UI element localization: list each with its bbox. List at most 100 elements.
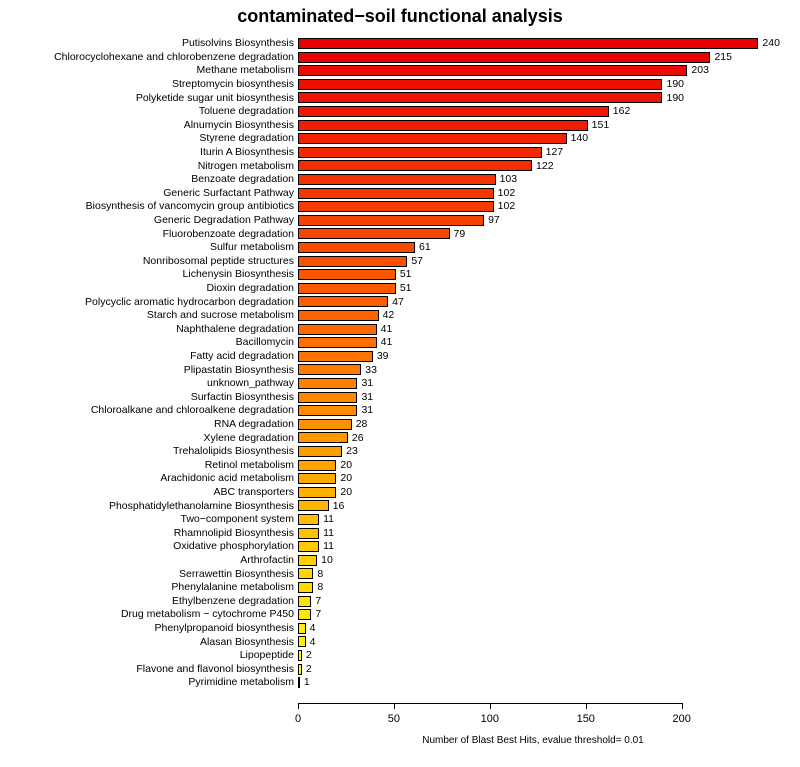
value-label: 11 <box>323 541 334 552</box>
category-label: Dioxin degradation <box>206 283 294 294</box>
value-label: 20 <box>340 460 352 471</box>
category-label: RNA degradation <box>214 419 294 430</box>
category-label: Phenylpropanoid biosynthesis <box>154 623 294 634</box>
bar <box>298 609 311 620</box>
value-label: 28 <box>356 419 368 430</box>
value-label: 240 <box>762 38 780 49</box>
bar <box>298 623 306 634</box>
value-label: 57 <box>411 256 423 267</box>
value-label: 23 <box>346 446 358 457</box>
value-label: 102 <box>498 201 516 212</box>
value-label: 10 <box>321 555 333 566</box>
category-label: Plipastatin Biosynthesis <box>184 365 294 376</box>
x-axis-label: Number of Blast Best Hits, evalue thresh… <box>422 735 644 746</box>
value-label: 140 <box>571 133 589 144</box>
chart-container: contaminated−soil functional analysis Pu… <box>0 0 800 767</box>
category-label: Trehalolipids Biosynthesis <box>173 446 294 457</box>
bar <box>298 106 609 117</box>
bar <box>298 664 302 675</box>
value-label: 79 <box>454 229 466 240</box>
category-label: Serrawettin Biosynthesis <box>179 569 294 580</box>
bar <box>298 283 396 294</box>
category-label: Fluorobenzoate degradation <box>163 229 294 240</box>
value-label: 7 <box>315 609 321 620</box>
category-label: Alasan Biosynthesis <box>200 637 294 648</box>
x-tick <box>298 703 299 709</box>
bar <box>298 79 662 90</box>
category-label: Flavone and flavonol biosynthesis <box>136 664 294 675</box>
value-label: 190 <box>666 79 684 90</box>
category-label: Nitrogen metabolism <box>198 161 294 172</box>
chart-title: contaminated−soil functional analysis <box>0 6 800 27</box>
category-label: Phenylalanine metabolism <box>171 582 294 593</box>
value-label: 16 <box>333 501 345 512</box>
bar <box>298 174 496 185</box>
category-label: Iturin A Biosynthesis <box>200 147 294 158</box>
value-label: 4 <box>310 623 316 634</box>
bar <box>298 392 357 403</box>
bar <box>298 541 319 552</box>
bar <box>298 500 329 511</box>
category-label: Lichenysin Biosynthesis <box>183 269 294 280</box>
value-label: 31 <box>361 392 373 403</box>
bar <box>298 555 317 566</box>
category-label: unknown_pathway <box>207 378 294 389</box>
bar <box>298 405 357 416</box>
category-label: Rhamnolipid Biosynthesis <box>174 528 294 539</box>
category-label: Retinol metabolism <box>205 460 294 471</box>
category-label: Arachidonic acid metabolism <box>160 473 294 484</box>
value-label: 31 <box>361 405 373 416</box>
bar <box>298 256 407 267</box>
x-tick-label: 50 <box>388 713 400 725</box>
category-label: Drug metabolism − cytochrome P450 <box>121 609 294 620</box>
x-tick-label: 150 <box>577 713 595 725</box>
x-tick-label: 200 <box>672 713 690 725</box>
category-label: Benzoate degradation <box>191 174 294 185</box>
bar <box>298 432 348 443</box>
category-label: Ethylbenzene degradation <box>172 596 294 607</box>
value-label: 51 <box>400 269 412 280</box>
category-label: Styrene degradation <box>199 133 294 144</box>
value-label: 2 <box>306 664 312 675</box>
category-label: Generic Degradation Pathway <box>154 215 294 226</box>
value-label: 42 <box>383 310 395 321</box>
plot-area: 2402152031901901621511401271221031021029… <box>298 36 768 692</box>
value-label: 11 <box>323 514 334 525</box>
bar <box>298 296 388 307</box>
bar <box>298 201 494 212</box>
x-tick <box>682 703 683 709</box>
bar <box>298 310 379 321</box>
value-label: 215 <box>714 52 732 63</box>
value-label: 11 <box>323 528 334 539</box>
bar <box>298 636 306 647</box>
bar <box>298 52 710 63</box>
bar <box>298 228 450 239</box>
category-label: Surfactin Biosynthesis <box>191 392 294 403</box>
value-label: 20 <box>340 473 352 484</box>
bar <box>298 160 532 171</box>
category-label: Streptomycin biosynthesis <box>172 79 294 90</box>
bar <box>298 650 302 661</box>
category-label: Phosphatidylethanolamine Biosynthesis <box>109 501 294 512</box>
value-label: 162 <box>613 106 631 117</box>
value-label: 122 <box>536 161 554 172</box>
x-tick-label: 0 <box>295 713 301 725</box>
x-tick <box>394 703 395 709</box>
bar <box>298 487 336 498</box>
value-label: 103 <box>500 174 518 185</box>
category-label: Chloroalkane and chloroalkene degradatio… <box>91 405 294 416</box>
value-label: 51 <box>400 283 412 294</box>
category-label: Naphthalene degradation <box>176 324 294 335</box>
value-label: 102 <box>498 188 516 199</box>
value-label: 203 <box>691 65 709 76</box>
category-label: Sulfur metabolism <box>210 242 294 253</box>
bar <box>298 242 415 253</box>
value-label: 39 <box>377 351 389 362</box>
value-label: 7 <box>315 596 321 607</box>
bar <box>298 147 542 158</box>
category-label: Generic Surfactant Pathway <box>163 188 294 199</box>
category-label: Fatty acid degradation <box>190 351 294 362</box>
value-label: 33 <box>365 365 377 376</box>
category-label: Arthrofactin <box>240 555 294 566</box>
bar <box>298 65 687 76</box>
